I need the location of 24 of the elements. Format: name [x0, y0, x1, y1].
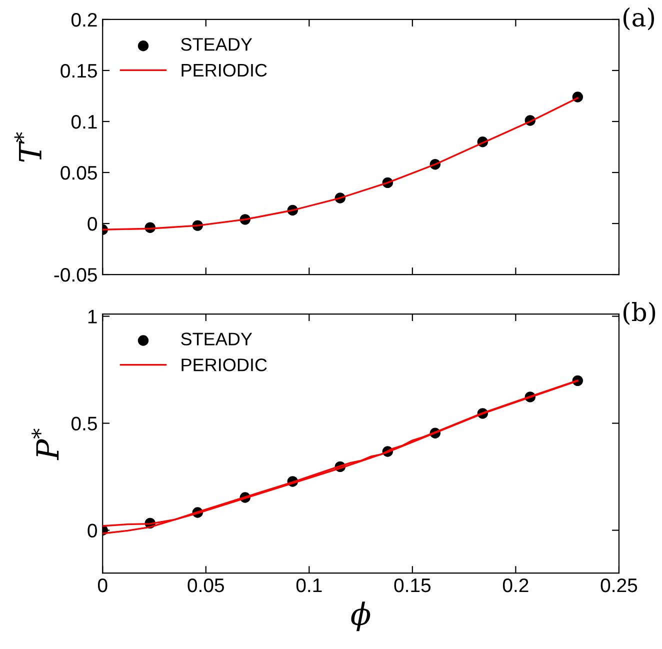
y-tick-label: 0.15 [60, 64, 97, 78]
y-tick-label: 0 [88, 524, 97, 538]
y-tick-label: 0.05 [60, 166, 97, 180]
x-tick-label: 0.2 [502, 578, 528, 592]
x-tick-label: 0.05 [188, 578, 224, 592]
legend-label: PERIODIC [182, 358, 267, 372]
y-tick-label: 0.1 [71, 114, 97, 129]
y-tick-label: 0 [88, 216, 97, 231]
y-tick-label: 1 [88, 310, 97, 324]
legend-label: PERIODIC [182, 64, 267, 77]
y-tick-label: 0.2 [71, 12, 97, 27]
y-axis-title: P$^{*}$ [32, 428, 59, 460]
x-tick-label: 0.25 [600, 578, 638, 592]
legend-label: STEADY [181, 38, 252, 51]
text: (a) [624, 7, 654, 30]
y-tick-label: 0.5 [71, 416, 97, 430]
x-axis-title: ϕ [351, 602, 370, 632]
text: (b) [624, 302, 656, 325]
y-axis-title: T$^{*}$ [14, 132, 42, 162]
x-tick-label: 0.1 [296, 578, 322, 592]
x-tick-label: 0 [98, 578, 108, 592]
legend-label: STEADY [181, 332, 252, 346]
y-tick-label: -0.05 [54, 268, 97, 282]
x-tick-label: 0.15 [394, 578, 431, 592]
